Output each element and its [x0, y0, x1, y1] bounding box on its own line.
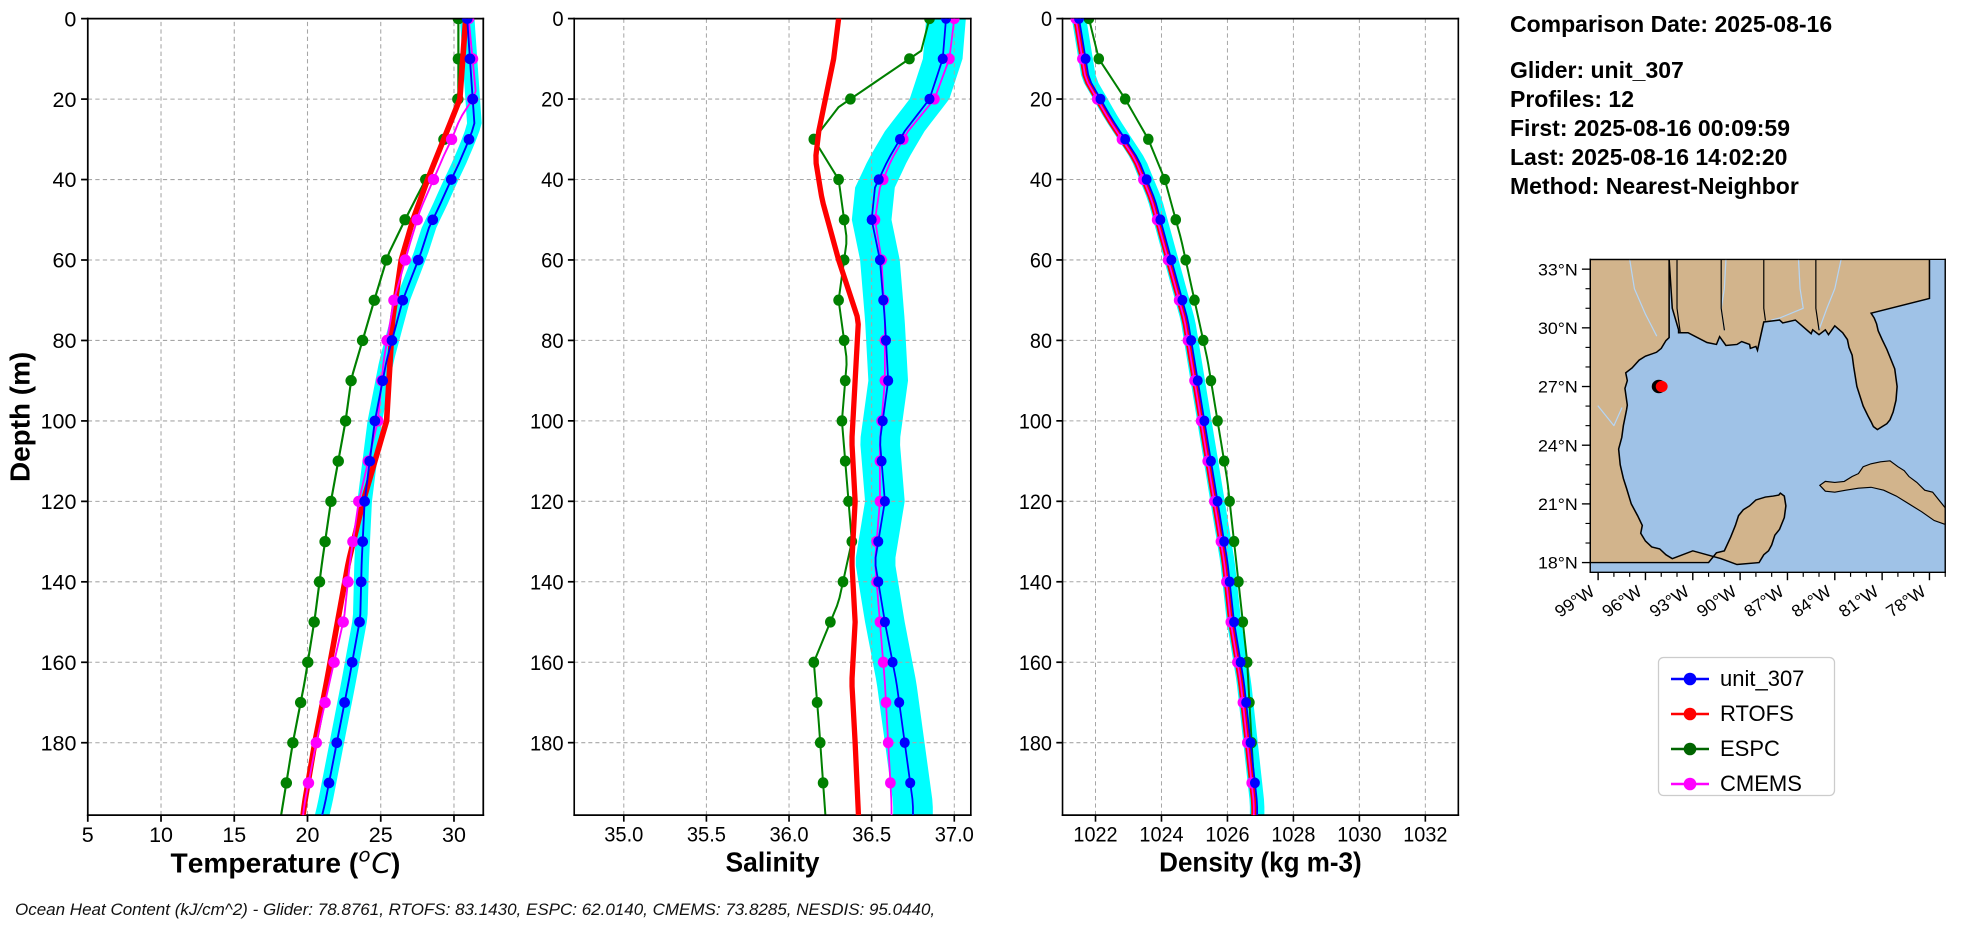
svg-text:180: 180	[530, 732, 564, 756]
svg-text:21°N: 21°N	[1538, 494, 1578, 513]
svg-text:35.5: 35.5	[687, 823, 726, 847]
svg-text:80: 80	[52, 329, 76, 353]
svg-text:160: 160	[530, 652, 564, 676]
svg-text:40: 40	[52, 169, 76, 193]
svg-text:CMEMS: CMEMS	[1720, 771, 1802, 796]
svg-text:100: 100	[530, 410, 564, 434]
svg-text:160: 160	[40, 651, 76, 675]
svg-text:15: 15	[222, 823, 246, 847]
svg-text:Salinity: Salinity	[726, 846, 820, 878]
svg-text:36.5: 36.5	[852, 823, 891, 847]
svg-text:T e m p: T e m p e r a t u r e ( ) o C	[170, 843, 406, 880]
svg-text:27°N: 27°N	[1538, 377, 1578, 396]
svg-text:60: 60	[541, 249, 563, 273]
svg-text:140: 140	[530, 571, 564, 595]
svg-text:160: 160	[1018, 652, 1051, 676]
svg-text:RTOFS: RTOFS	[1720, 701, 1794, 726]
svg-text:20: 20	[295, 823, 319, 847]
svg-text:1022: 1022	[1073, 823, 1117, 847]
svg-text:30°N: 30°N	[1538, 318, 1578, 337]
svg-text:100: 100	[40, 410, 76, 434]
svg-text:Depth (m): Depth (m)	[4, 352, 35, 482]
svg-text:120: 120	[40, 490, 76, 514]
svg-text:0: 0	[1041, 8, 1052, 32]
svg-text:1032: 1032	[1403, 823, 1447, 847]
svg-text:36.0: 36.0	[770, 823, 809, 847]
svg-text:1028: 1028	[1271, 823, 1315, 847]
svg-text:20: 20	[1030, 88, 1052, 112]
svg-text:35.0: 35.0	[605, 823, 644, 847]
svg-text:0: 0	[553, 8, 564, 32]
svg-text:180: 180	[40, 732, 76, 756]
svg-text:33°N: 33°N	[1538, 260, 1578, 279]
svg-text:1026: 1026	[1205, 823, 1249, 847]
svg-text:Density (kg m-3): Density (kg m-3)	[1159, 847, 1362, 878]
svg-text:20: 20	[52, 88, 76, 112]
svg-text:10: 10	[149, 823, 173, 847]
svg-text:40: 40	[1030, 169, 1052, 193]
svg-text:37.0: 37.0	[935, 823, 974, 847]
svg-text:0: 0	[64, 8, 76, 32]
svg-text:60: 60	[52, 249, 76, 273]
svg-text:40: 40	[541, 169, 563, 193]
svg-text:24°N: 24°N	[1538, 436, 1578, 455]
svg-text:20: 20	[541, 88, 563, 112]
svg-text:120: 120	[530, 491, 564, 515]
svg-text:140: 140	[40, 571, 76, 595]
svg-text:100: 100	[1018, 410, 1051, 434]
svg-text:80: 80	[1030, 330, 1052, 354]
svg-text:unit_307: unit_307	[1720, 666, 1804, 691]
svg-text:140: 140	[1018, 571, 1051, 595]
svg-text:180: 180	[1018, 732, 1051, 756]
svg-text:60: 60	[1030, 249, 1052, 273]
svg-text:120: 120	[1018, 491, 1051, 515]
svg-text:1030: 1030	[1337, 823, 1381, 847]
svg-text:18°N: 18°N	[1538, 553, 1578, 572]
svg-text:ESPC: ESPC	[1720, 736, 1780, 761]
svg-text:30: 30	[442, 823, 466, 847]
svg-text:1024: 1024	[1139, 823, 1183, 847]
svg-text:80: 80	[541, 330, 563, 354]
svg-text:5: 5	[82, 823, 94, 847]
